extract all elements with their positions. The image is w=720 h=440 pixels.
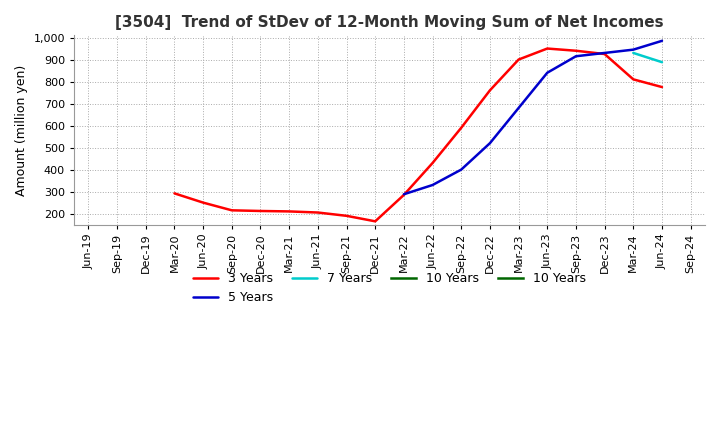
3 Years [485,88,494,93]
Line: 3 Years: 3 Years [174,48,662,221]
Y-axis label: Amount (million yen): Amount (million yen) [15,64,28,196]
5 Years [485,140,494,146]
3 Years [342,213,351,219]
7 Years [657,59,666,65]
3 Years [457,125,466,130]
3 Years [313,210,322,215]
5 Years [543,70,552,75]
5 Years [600,50,609,55]
Line: 7 Years: 7 Years [634,53,662,62]
3 Years [285,209,294,214]
3 Years [600,51,609,57]
5 Years [457,167,466,172]
3 Years [256,208,265,213]
3 Years [657,84,666,90]
3 Years [170,191,179,196]
5 Years [629,47,638,52]
Title: [3504]  Trend of StDev of 12-Month Moving Sum of Net Incomes: [3504] Trend of StDev of 12-Month Moving… [115,15,664,30]
3 Years [572,48,580,53]
Legend: 3 Years, 5 Years, 7 Years, 10 Years, 10 Years: 3 Years, 5 Years, 7 Years, 10 Years, 10 … [189,267,591,309]
3 Years [400,192,408,198]
3 Years [199,200,207,205]
3 Years [543,46,552,51]
Line: 5 Years: 5 Years [404,41,662,194]
3 Years [371,219,379,224]
5 Years [657,38,666,44]
7 Years [629,50,638,55]
5 Years [572,54,580,59]
5 Years [428,182,437,187]
3 Years [428,160,437,165]
5 Years [514,105,523,110]
3 Years [629,77,638,82]
3 Years [514,57,523,62]
3 Years [228,208,236,213]
5 Years [400,191,408,197]
